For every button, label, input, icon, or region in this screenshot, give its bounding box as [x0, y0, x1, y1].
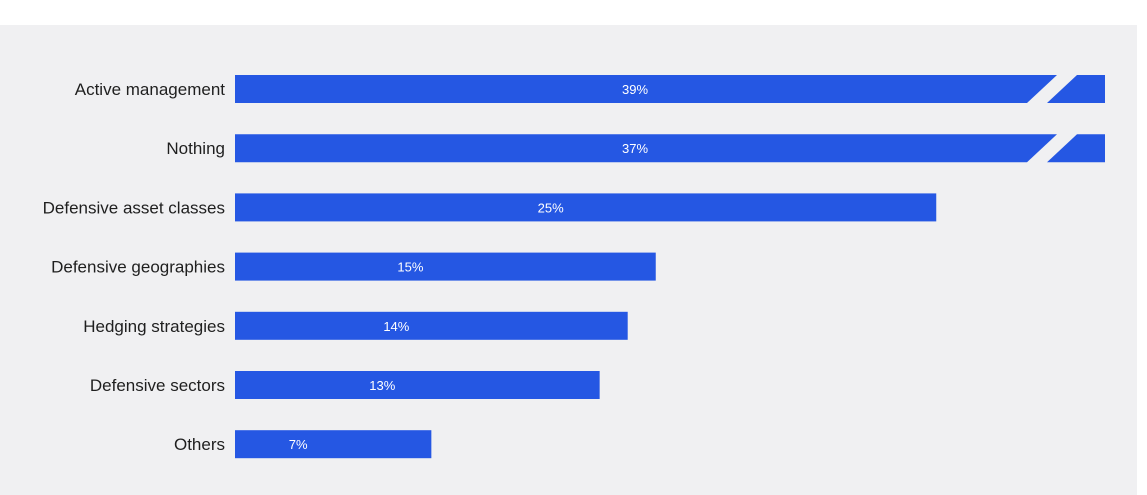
- value-labels-group: 39% 37% 25% 15% 14% 13% 7%: [289, 82, 649, 452]
- bar-defensive-sectors: [235, 371, 600, 399]
- category-labels-group: Active management Nothing Defensive asset …: [43, 80, 226, 454]
- top-strip: [0, 0, 1147, 25]
- value-label-defensive-sectors: 13%: [369, 378, 395, 393]
- value-label-defensive-geographies: 15%: [397, 260, 423, 275]
- bar-defensive-asset-classes: [235, 193, 937, 222]
- value-label-hedging-strategies: 14%: [383, 319, 409, 334]
- category-label-others: Others: [174, 435, 225, 454]
- bar-nothing: [235, 134, 1057, 163]
- bar-others: [235, 430, 432, 459]
- category-label-hedging-strategies: Hedging strategies: [83, 317, 225, 336]
- category-label-active-management: Active management: [75, 80, 226, 99]
- value-label-active-management: 39%: [622, 82, 648, 97]
- bar-hedging-strategies: [235, 311, 628, 340]
- value-label-others: 7%: [289, 437, 308, 452]
- category-label-defensive-sectors: Defensive sectors: [90, 376, 225, 395]
- value-label-nothing: 37%: [622, 141, 648, 156]
- category-label-defensive-asset-classes: Defensive asset classes: [43, 198, 225, 217]
- bars-group: [235, 75, 1105, 459]
- category-label-defensive-geographies: Defensive geographies: [51, 258, 225, 277]
- category-label-nothing: Nothing: [166, 139, 225, 158]
- bar-break-tail-nothing: [1047, 134, 1105, 163]
- bar-active-management: [235, 75, 1057, 103]
- value-label-defensive-asset-classes: 25%: [538, 200, 564, 215]
- bar-break-tail-active-management: [1047, 75, 1105, 103]
- bar-defensive-geographies: [235, 252, 656, 281]
